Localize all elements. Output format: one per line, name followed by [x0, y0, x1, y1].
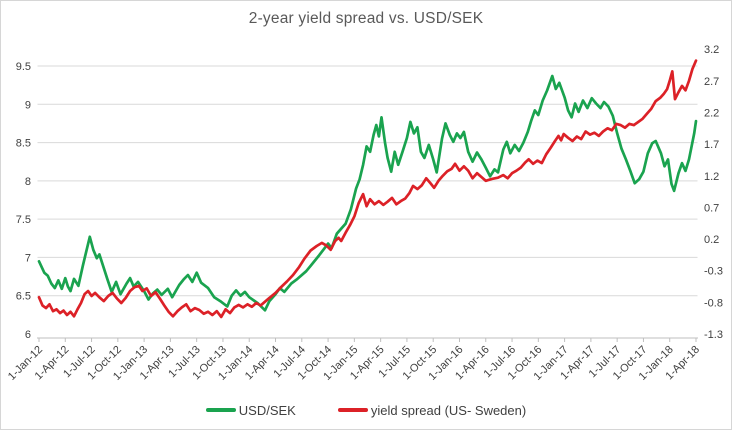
y-axis-left-label: 7.5: [16, 214, 31, 226]
yield-spread-line-swatch-icon: [337, 408, 368, 412]
y-axis-left-label: 7: [25, 252, 31, 264]
y-axis-left-label: 9.5: [16, 61, 31, 73]
y-axis-right-label: 3.2: [704, 44, 719, 56]
y-axis-left-label: 8.5: [16, 138, 31, 150]
y-axis-right-label: -0.3: [704, 266, 723, 278]
y-axis-right-label: 1.7: [704, 139, 719, 151]
y-axis-left-label: 6: [25, 329, 31, 341]
y-axis-left-label: 6.5: [16, 291, 31, 303]
legend-item-yield-spread: yield spread (US- Sweden): [337, 402, 527, 418]
y-axis-right-label: 0.2: [704, 234, 719, 246]
y-axis-right-label: -0.8: [704, 297, 723, 309]
y-axis-right-label: -1.3: [704, 329, 723, 341]
series-line-usdsek: [37, 74, 698, 312]
y-axis-left-label: 9: [25, 99, 31, 111]
y-axis-right-label: 0.7: [704, 202, 719, 214]
legend-label-usdsek: USD/SEK: [238, 402, 296, 418]
legend-label-yield-spread: yield spread (US- Sweden): [370, 402, 527, 418]
y-axis-right-label: 1.2: [704, 171, 719, 183]
y-axis-left-label: 8: [25, 176, 31, 188]
y-axis-right-label: 2.7: [704, 76, 719, 88]
legend: USD/SEK yield spread (US- Sweden): [1, 400, 731, 420]
series-line-yield-spread: [37, 59, 698, 319]
usdsek-line-swatch-icon: [205, 408, 236, 412]
legend-item-usdsek: USD/SEK: [205, 402, 296, 418]
chart-title: 2-year yield spread vs. USD/SEK: [248, 10, 484, 27]
y-axis-right-label: 2.2: [704, 107, 719, 119]
